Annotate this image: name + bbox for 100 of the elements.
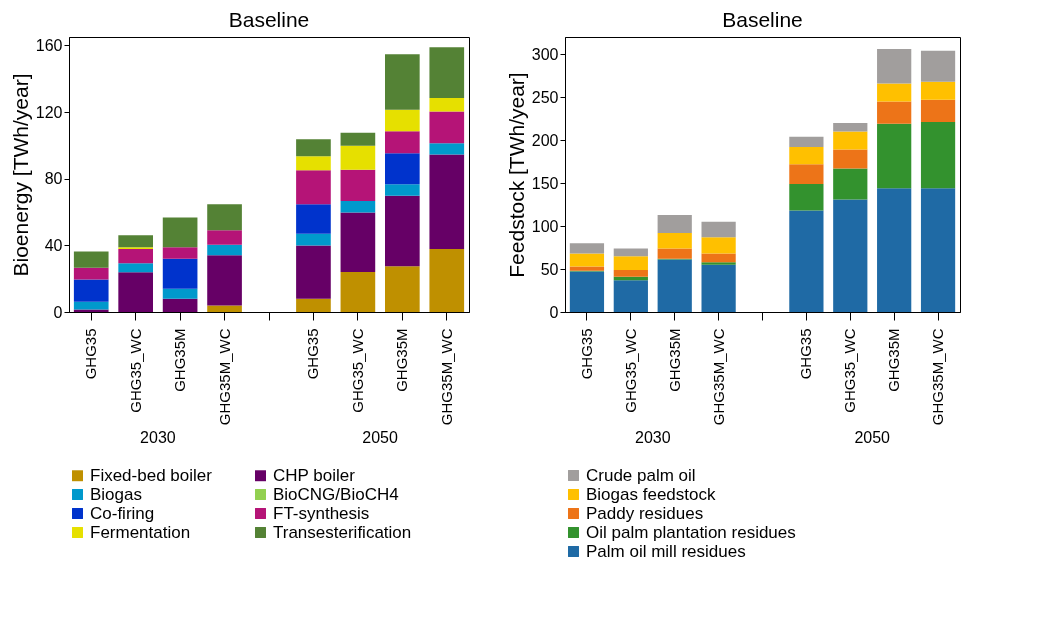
bar (613, 248, 648, 257)
legend-label: FT-synthesis (273, 503, 370, 523)
bar (73, 267, 109, 280)
bar (789, 164, 824, 184)
y-tick-label: 120 (35, 103, 63, 121)
bar (162, 258, 198, 289)
bar (657, 232, 692, 249)
bar (73, 301, 109, 310)
bar (701, 237, 736, 254)
y-tick-label: 200 (531, 131, 559, 149)
bar (920, 81, 956, 100)
bar (833, 149, 868, 169)
bar (569, 243, 605, 254)
bar (657, 248, 692, 259)
x-tick-label: GHG35 (304, 328, 322, 380)
x-tick-label: GHG35_WC (348, 328, 366, 413)
bar (429, 98, 465, 112)
text: 2050 (854, 429, 891, 446)
bar (207, 305, 242, 312)
bar (340, 212, 376, 272)
y-tick-label: 40 (44, 236, 63, 254)
legend-label: Palm oil mill residues (586, 541, 746, 561)
text: 2030 (140, 429, 176, 446)
bar (613, 256, 648, 270)
chart-title: Baseline (228, 8, 310, 31)
chart-title: Baseline (722, 8, 803, 31)
bar (877, 123, 912, 189)
bar (385, 195, 420, 267)
bar (162, 298, 198, 312)
bar (118, 272, 153, 312)
bar (701, 221, 736, 238)
bar (73, 279, 109, 302)
text: 2030 (634, 429, 671, 446)
bar (385, 54, 420, 110)
x-tick-label: GHG35M_WC (709, 328, 727, 426)
bar (701, 264, 736, 312)
x-tick-label: GHG35M (171, 328, 189, 392)
legend-label: Crude palm oil (586, 465, 696, 485)
x-tick-label: GHG35M (885, 328, 903, 392)
bar (385, 109, 420, 132)
y-tick-label: 0 (549, 303, 559, 321)
x-tick-label: GHG35M (665, 328, 683, 392)
bar (385, 153, 420, 185)
legend-label: CHP boiler (273, 465, 356, 485)
bar (340, 201, 376, 213)
y-axis-title: Bioenergy [TWh/year] (8, 73, 32, 277)
bar (296, 139, 331, 157)
bar (207, 244, 242, 256)
x-tick-label: GHG35M (393, 328, 411, 392)
bar (833, 168, 868, 200)
bar (789, 136, 824, 147)
bar (385, 131, 420, 154)
bar (207, 255, 242, 306)
bar (296, 156, 331, 171)
bar (920, 99, 956, 123)
legend-label: Biogas feedstock (586, 484, 716, 504)
bar (877, 49, 912, 84)
y-tick-label: 160 (35, 36, 63, 54)
bar (296, 170, 331, 205)
bar (701, 262, 736, 265)
bar (340, 145, 376, 170)
bar (340, 132, 376, 146)
legend-label: Fixed-bed boiler (90, 465, 213, 485)
bar (340, 169, 376, 201)
x-tick-label: GHG35 (82, 328, 100, 380)
bar (162, 247, 198, 259)
legend-label: Oil palm plantation residues (586, 522, 796, 542)
legend-label: Fermentation (90, 522, 191, 542)
bar (429, 154, 465, 249)
bar (569, 266, 605, 271)
x-tick-label: GHG35M_WC (929, 328, 947, 426)
y-tick-label: 80 (44, 170, 63, 188)
y-tick-label: 150 (531, 174, 559, 192)
bar (833, 131, 868, 150)
bar (340, 272, 376, 312)
x-tick-label: GHG35 (577, 328, 595, 380)
bar (429, 143, 465, 155)
bar (613, 269, 648, 277)
bar (429, 111, 465, 144)
bar (920, 122, 956, 189)
bar (569, 253, 605, 267)
bar (118, 249, 153, 264)
y-tick-label: 0 (53, 303, 63, 321)
x-tick-label: GHG35M_WC (215, 328, 233, 426)
bar (73, 251, 109, 268)
bar (789, 183, 824, 211)
y-axis-title: Feedstock [TWh/year] (504, 72, 528, 278)
bar (385, 184, 420, 196)
bar (429, 47, 465, 98)
legend-label: Co-firing (90, 503, 155, 523)
bar (296, 298, 331, 312)
bar (207, 230, 242, 245)
legend-label: Biogas (90, 484, 142, 504)
y-tick-label: 100 (531, 217, 559, 235)
bar (118, 263, 153, 273)
y-tick-label: 300 (531, 45, 559, 63)
bar (429, 249, 465, 312)
x-tick-label: GHG35_WC (126, 328, 144, 413)
bar (920, 50, 956, 82)
bar (162, 217, 198, 248)
